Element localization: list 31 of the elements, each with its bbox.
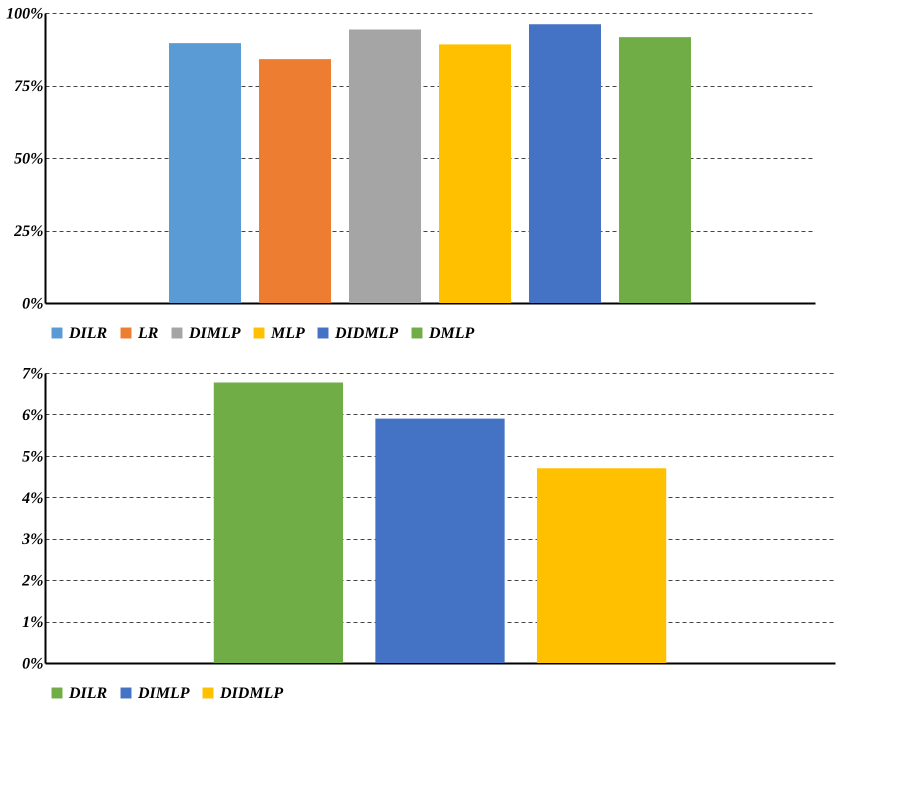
y-tick-label: 1% <box>22 614 44 632</box>
bar <box>529 24 601 303</box>
bar <box>259 59 331 303</box>
y-tick-label: 4% <box>21 490 44 507</box>
bar <box>169 43 241 303</box>
y-tick-label: 75% <box>14 78 44 95</box>
y-tick-label: 3% <box>21 531 44 548</box>
legend-label: DIMLP <box>188 325 241 342</box>
y-tick-label: 6% <box>22 406 44 424</box>
bar <box>619 37 691 303</box>
legend-label: DMLP <box>428 325 475 342</box>
bar <box>375 418 505 663</box>
legend-label: LR <box>137 325 159 342</box>
legend-label: DIMLP <box>137 685 190 702</box>
legend-label: DILR <box>68 685 108 702</box>
y-tick-label: 100% <box>6 6 44 22</box>
legend-label: DIDMLP <box>334 325 398 342</box>
bar <box>439 44 511 303</box>
y-tick-label: 5% <box>22 448 44 466</box>
y-tick-label: 25% <box>13 223 44 240</box>
y-tick-label: 0% <box>22 656 44 672</box>
y-tick-label: 0% <box>22 296 44 312</box>
legend-label: DIDMLP <box>219 685 284 702</box>
bar <box>214 382 344 663</box>
y-tick-label: 50% <box>14 150 44 168</box>
bar <box>536 468 666 663</box>
y-tick-label: 7% <box>22 366 44 382</box>
legend-label: MLP <box>270 325 305 342</box>
legend-label: DILR <box>68 325 108 342</box>
y-tick-label: 2% <box>21 572 44 590</box>
bar <box>349 30 421 303</box>
